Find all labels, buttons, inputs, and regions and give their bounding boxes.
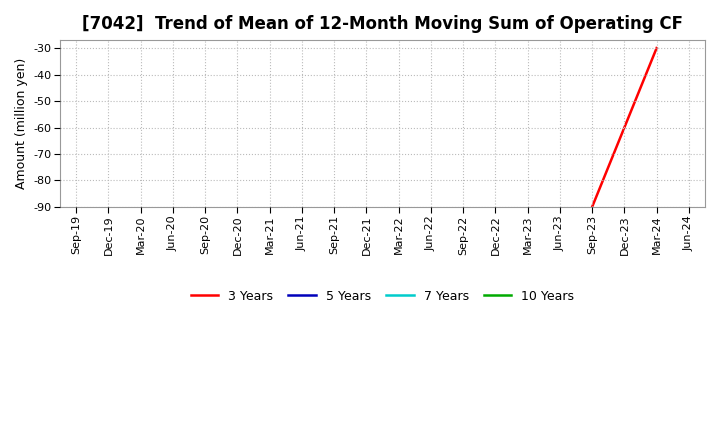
Title: [7042]  Trend of Mean of 12-Month Moving Sum of Operating CF: [7042] Trend of Mean of 12-Month Moving … bbox=[82, 15, 683, 33]
Legend: 3 Years, 5 Years, 7 Years, 10 Years: 3 Years, 5 Years, 7 Years, 10 Years bbox=[184, 283, 580, 309]
Y-axis label: Amount (million yen): Amount (million yen) bbox=[15, 58, 28, 189]
